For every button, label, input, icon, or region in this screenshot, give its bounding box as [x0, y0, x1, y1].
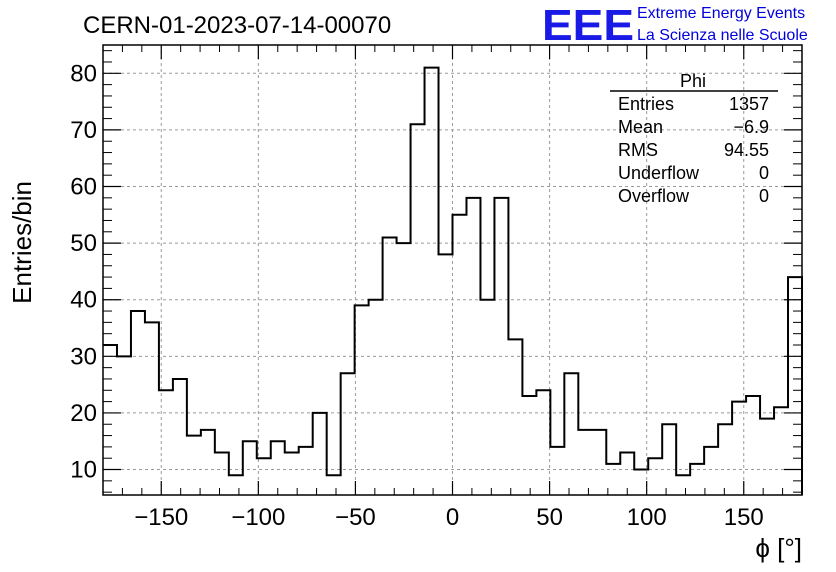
x-tick-label: 150: [724, 504, 764, 531]
y-tick-label: 70: [70, 117, 97, 144]
x-tick-label: −100: [231, 504, 285, 531]
y-tick-label: 30: [70, 343, 97, 370]
y-tick-label: 20: [70, 400, 97, 427]
x-tick-label: −150: [134, 504, 188, 531]
x-tick-label: 100: [627, 504, 667, 531]
y-tick-label: 40: [70, 287, 97, 314]
stats-value-entries: 1357: [729, 94, 769, 114]
stats-label-mean: Mean: [618, 117, 663, 137]
x-axis-title: ϕ [°]: [755, 533, 802, 563]
logo-line-1: Extreme Energy Events: [637, 5, 805, 22]
stats-label-rms: RMS: [618, 140, 658, 160]
x-tick-label: 0: [446, 504, 459, 531]
tick-labels: −150 −100 −50 0 50 100 150 10 20 30 40 50 60 70 80: [70, 60, 763, 531]
stats-value-mean: −6.9: [733, 117, 769, 137]
x-tick-label: 50: [536, 504, 563, 531]
y-axis-title: Entries/bin: [7, 181, 37, 304]
y-tick-label: 10: [70, 457, 97, 484]
logo-line-2: La Scienza nelle Scuole: [637, 27, 808, 44]
stats-label-entries: Entries: [618, 94, 674, 114]
stats-box: Phi Entries 1357 Mean −6.9 RMS 94.55 Und…: [610, 71, 778, 206]
y-tick-label: 60: [70, 174, 97, 201]
eee-logo: EEE: [542, 1, 634, 50]
stats-value-rms: 94.55: [724, 140, 769, 160]
histogram-step-line: [103, 66, 803, 495]
stats-value-overflow: 0: [759, 186, 769, 206]
grid-lines: [103, 45, 802, 495]
y-tick-label: 80: [70, 60, 97, 87]
stats-label-underflow: Underflow: [618, 163, 700, 183]
y-tick-label: 50: [70, 230, 97, 257]
axis-ticks: [103, 45, 802, 495]
x-tick-label: −50: [335, 504, 376, 531]
stats-title: Phi: [680, 71, 706, 91]
stats-label-overflow: Overflow: [618, 186, 690, 206]
run-title: CERN-01-2023-07-14-00070: [83, 12, 391, 39]
stats-value-underflow: 0: [759, 163, 769, 183]
